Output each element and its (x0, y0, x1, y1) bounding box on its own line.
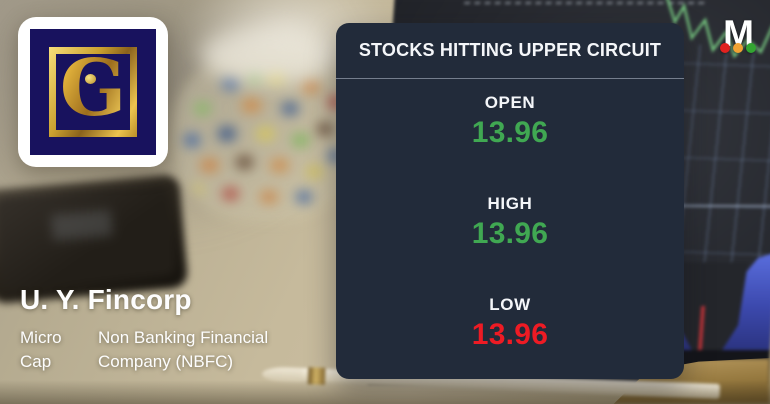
stat-low-label: LOW (489, 295, 531, 314)
brand-dot-amber (733, 43, 743, 54)
laptop-screen (367, 0, 770, 384)
industry-label: Non Banking Financial Company (NBFC) (98, 328, 269, 371)
company-info: U. Y. Fincorp Micro Cap Non Banking Fina… (20, 284, 336, 374)
stat-low-value: 13.96 (471, 318, 549, 351)
stat-open-label: OPEN (484, 93, 536, 112)
company-logo-dot (85, 74, 97, 85)
stat-open: OPEN 13.96 (472, 93, 549, 150)
brand-dot-green (746, 43, 756, 54)
candy-jar (178, 58, 353, 216)
stat-open-value: 13.96 (471, 116, 549, 149)
company-logo-letter: G (30, 29, 156, 155)
panel-body: OPEN 13.96 HIGH 13.96 LOW 13.96 (336, 79, 684, 379)
brand-logo: M (714, 15, 762, 54)
company-name: U. Y. Fincorp (20, 284, 192, 315)
smartphone-screen-glow (51, 209, 114, 241)
green-price-line (665, 0, 770, 59)
gold-frame (49, 47, 137, 137)
market-cap-label: Micro Cap (20, 328, 62, 371)
company-logo-card: G (18, 17, 168, 167)
panel-title: STOCKS HITTING UPPER CIRCUIT (358, 40, 662, 60)
stats-panel: STOCKS HITTING UPPER CIRCUIT OPEN 13.96 … (336, 23, 684, 379)
stat-low: LOW 13.96 (472, 295, 549, 352)
company-meta: Micro Cap Non Banking Financial Company … (20, 326, 336, 374)
stat-high: HIGH 13.96 (472, 194, 549, 251)
stat-high-label: HIGH (487, 194, 533, 213)
company-logo-background: G (30, 29, 156, 155)
brand-logo-dots (714, 43, 762, 54)
stat-high-value: 13.96 (471, 217, 549, 250)
brand-dot-red (720, 43, 730, 54)
panel-header: STOCKS HITTING UPPER CIRCUIT (336, 23, 684, 79)
bottom-vignette (0, 380, 770, 404)
candy-jar-lid-glare (200, 28, 340, 83)
